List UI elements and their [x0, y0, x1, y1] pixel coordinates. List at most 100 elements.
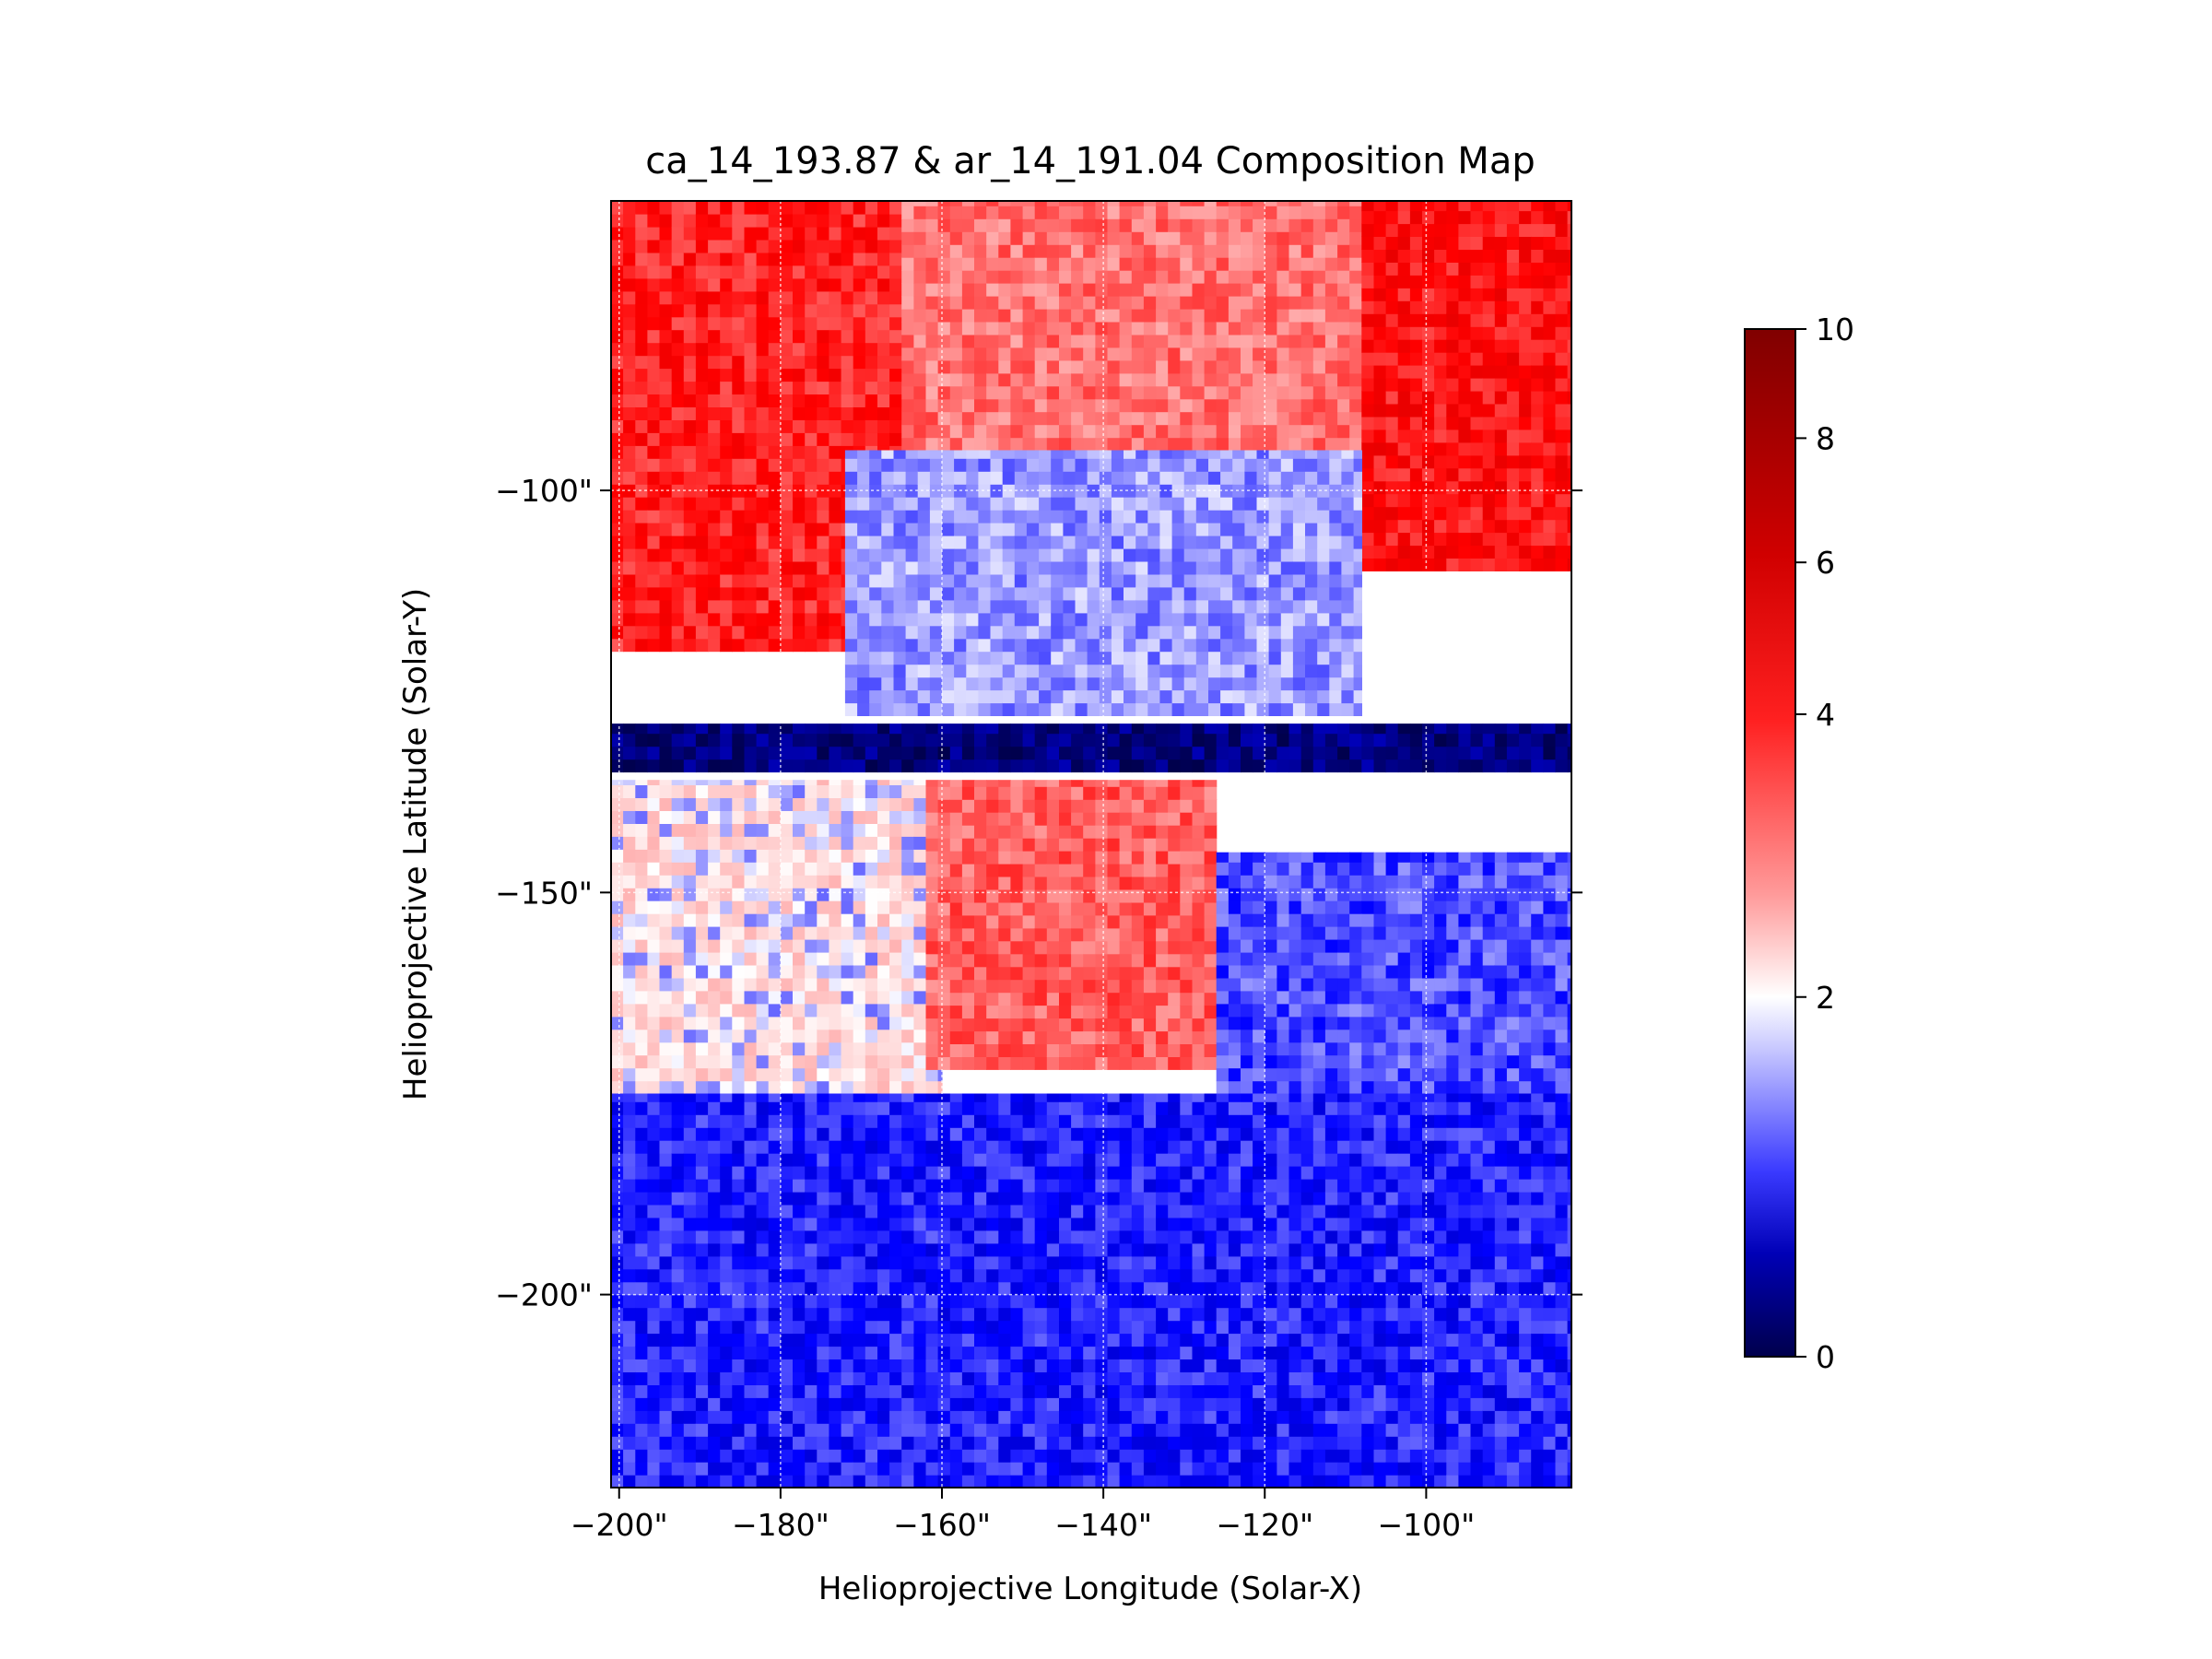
heatmap-cell	[1349, 733, 1362, 747]
heatmap-cell	[708, 926, 721, 940]
heatmap-cell	[961, 218, 975, 232]
heatmap-cell	[1107, 876, 1121, 890]
heatmap-cell	[1124, 573, 1136, 588]
heatmap-cell	[1010, 257, 1024, 271]
heatmap-cell	[635, 432, 648, 446]
heatmap-cell	[732, 823, 745, 837]
heatmap-cell	[1397, 454, 1411, 469]
heatmap-cell	[1071, 385, 1084, 400]
heatmap-cell	[844, 677, 858, 691]
heatmap-cell	[1555, 339, 1569, 353]
heatmap-cell	[913, 836, 927, 850]
heatmap-cell	[1095, 759, 1109, 773]
heatmap-cell	[1195, 458, 1209, 472]
heatmap-cell	[974, 296, 987, 310]
heatmap-cell	[768, 201, 782, 215]
heatmap-cell	[671, 612, 685, 627]
heatmap-cell	[805, 977, 818, 992]
heatmap-cell	[829, 419, 842, 433]
heatmap-cell	[732, 290, 745, 305]
heatmap-cell	[805, 406, 818, 420]
heatmap-cell	[1385, 977, 1399, 992]
heatmap-cell	[817, 290, 830, 305]
heatmap-cell	[1349, 724, 1362, 735]
heatmap-cell	[1046, 901, 1060, 916]
heatmap-cell	[998, 825, 1011, 839]
heatmap-cell	[844, 523, 858, 536]
heatmap-cell	[901, 724, 914, 735]
heatmap-cell	[780, 1080, 794, 1095]
heatmap-cell	[732, 612, 745, 627]
heatmap-cell	[695, 316, 709, 331]
heatmap-cell	[1409, 532, 1423, 547]
heatmap-cell	[1506, 288, 1520, 301]
heatmap-cell	[1361, 746, 1374, 760]
heatmap-cell	[1059, 1043, 1072, 1057]
heatmap-cell	[937, 724, 951, 735]
heatmap-cell	[1039, 599, 1052, 614]
heatmap-cell	[1409, 223, 1423, 237]
heatmap-cell	[1265, 900, 1277, 914]
heatmap-cell	[1241, 1029, 1253, 1043]
heatmap-cell	[1385, 852, 1399, 863]
heatmap-cell	[1135, 664, 1148, 678]
heatmap-cell	[925, 888, 939, 903]
heatmap-cell	[756, 342, 770, 357]
heatmap-cell	[954, 510, 967, 524]
heatmap-cell	[744, 201, 758, 215]
heatmap-cell	[986, 992, 999, 1006]
heatmap-cell	[889, 1029, 902, 1043]
heatmap-cell	[683, 535, 697, 549]
heatmap-cell	[1204, 786, 1218, 800]
heatmap-cell	[683, 510, 697, 524]
heatmap-cell	[1075, 471, 1088, 485]
heatmap-cell	[623, 303, 636, 318]
heatmap-cell	[844, 664, 858, 678]
heatmap-cell	[1277, 347, 1290, 361]
heatmap-cell	[1095, 424, 1109, 439]
heatmap-cell	[1063, 450, 1077, 459]
heatmap-cell	[1253, 296, 1265, 310]
heatmap-cell	[695, 1029, 709, 1043]
heatmap-cell	[1470, 378, 1484, 392]
heatmap-cell	[623, 394, 636, 407]
heatmap-cell	[1156, 825, 1169, 839]
heatmap-cell	[978, 651, 992, 665]
heatmap-cell	[720, 368, 733, 382]
heatmap-cell	[1195, 599, 1209, 614]
heatmap-cell	[1195, 497, 1209, 511]
heatmap-cell	[954, 689, 967, 704]
heatmap-cell	[1192, 851, 1206, 865]
heatmap-cell	[1204, 411, 1218, 426]
heatmap-cell	[1482, 365, 1496, 379]
heatmap-cell	[1143, 876, 1157, 890]
heatmap-cell	[954, 702, 967, 716]
heatmap-cell	[1059, 411, 1072, 426]
heatmap-cell	[1159, 458, 1173, 472]
heatmap-cell	[1192, 231, 1206, 245]
heatmap-cell	[844, 702, 858, 716]
heatmap-cell	[1361, 480, 1374, 495]
heatmap-cell	[954, 573, 967, 588]
heatmap-cell	[1373, 519, 1387, 534]
heatmap-cell	[1470, 467, 1484, 482]
heatmap-cell	[1422, 532, 1435, 547]
heatmap-cell	[1026, 651, 1040, 665]
heatmap-cell	[1337, 759, 1350, 773]
heatmap-cell	[1349, 347, 1362, 361]
heatmap-cell	[1280, 702, 1294, 716]
heatmap-cell	[720, 875, 733, 888]
heatmap-cell	[1434, 875, 1447, 888]
heatmap-cell	[756, 862, 770, 876]
heatmap-cell	[901, 424, 914, 439]
heatmap-cell	[1519, 223, 1532, 237]
heatmap-cell	[905, 450, 919, 459]
heatmap-cell	[1324, 437, 1338, 452]
heatmap-cell	[1095, 724, 1109, 735]
heatmap-cell	[1280, 458, 1294, 472]
heatmap-cell	[659, 836, 673, 850]
heatmap-cell	[1034, 308, 1048, 323]
heatmap-cell	[1075, 702, 1088, 716]
heatmap-cell	[1300, 359, 1314, 374]
heatmap-cell	[841, 780, 854, 785]
